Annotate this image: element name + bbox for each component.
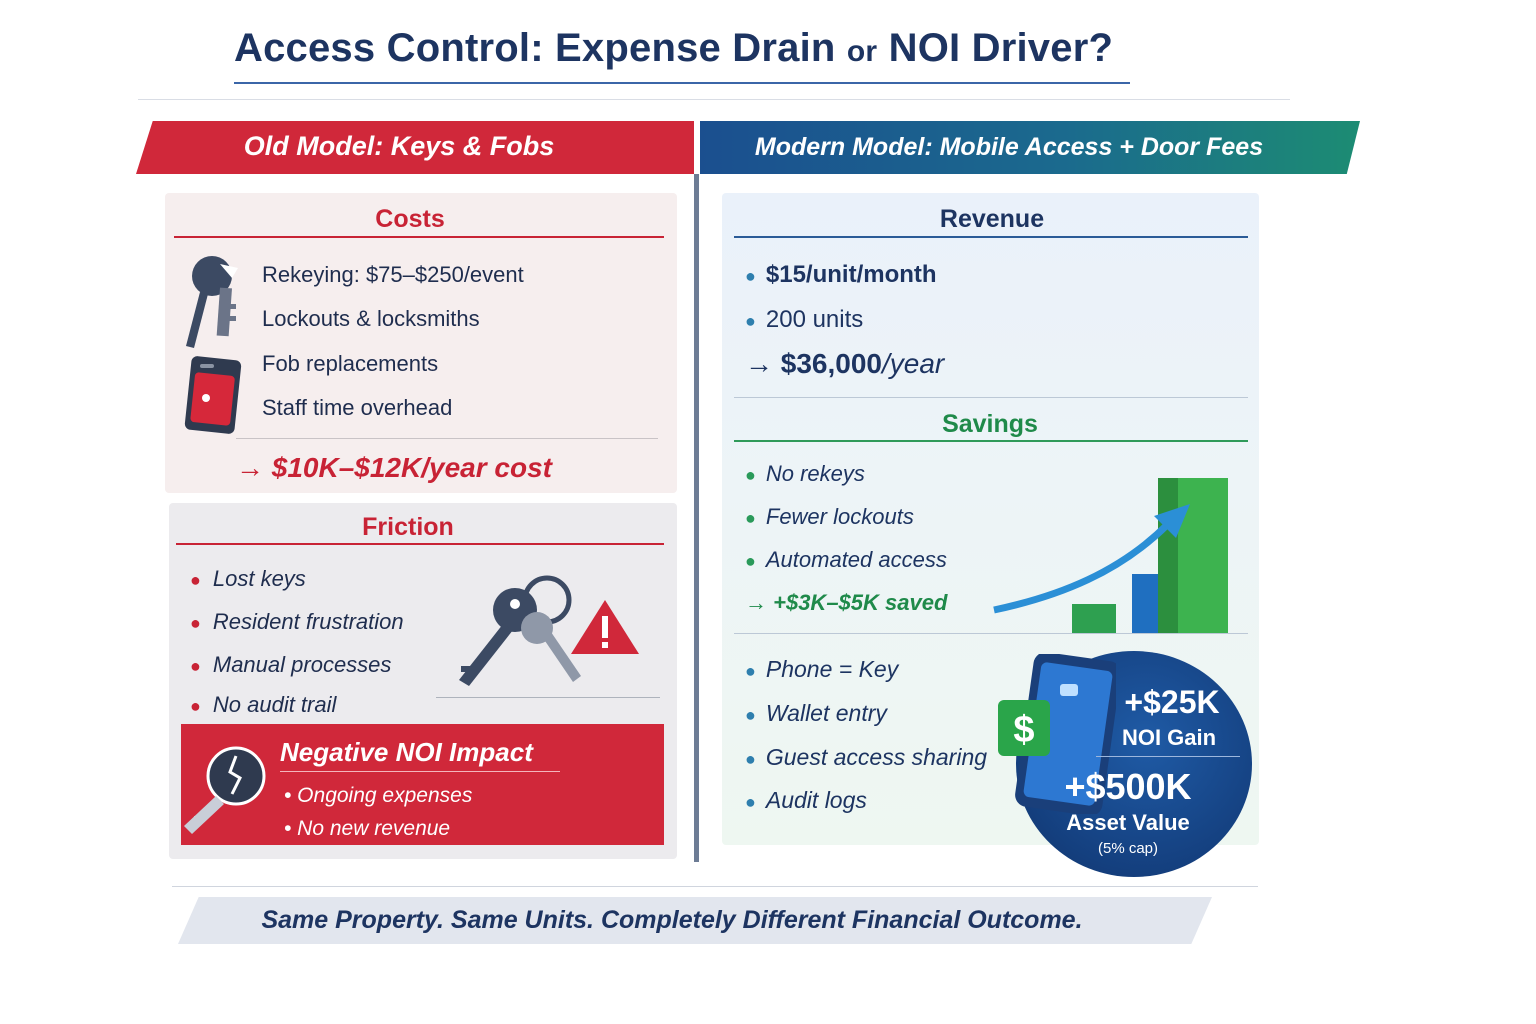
- title-end: NOI Driver?: [888, 26, 1114, 70]
- savings-item: ● Fewer lockouts: [745, 504, 914, 529]
- revenue-item: ● $15/unit/month: [745, 261, 937, 288]
- costs-title: Costs: [375, 205, 445, 233]
- old-model-header: [136, 121, 694, 174]
- friction-item: ● No audit trail: [190, 692, 337, 717]
- noi-title: Negative NOI Impact: [280, 737, 533, 767]
- cost-item-fob: Fob replacements: [262, 351, 439, 376]
- savings-title: Savings: [942, 410, 1038, 438]
- cost-item-rekeying: Rekeying: $75–$250/event: [262, 262, 524, 287]
- friction-item: ● Manual processes: [190, 652, 392, 677]
- bullet-icon: ●: [745, 508, 756, 528]
- dollar-icon: $: [1013, 709, 1034, 751]
- bullet-icon: ●: [745, 266, 756, 286]
- savings-divider: [734, 633, 1248, 634]
- footer-banner: [178, 897, 1212, 944]
- revenue-rule: [734, 236, 1248, 238]
- noi-item-expenses: • Ongoing expenses: [284, 784, 473, 807]
- costs-panel: [165, 193, 677, 493]
- bullet-icon: ●: [190, 696, 201, 716]
- fob-icon: [184, 356, 242, 434]
- savings-item: ● Automated access: [745, 547, 947, 572]
- asset-value: +$500K: [1064, 766, 1192, 807]
- keyring-icon: [459, 575, 639, 686]
- bullet-icon: ●: [190, 613, 201, 633]
- friction-item: ● Resident frustration: [190, 609, 404, 634]
- bottom-divider: [172, 886, 1258, 887]
- friction-divider: [436, 697, 660, 698]
- bullet-icon: ●: [745, 311, 756, 331]
- bullet-icon: ●: [745, 551, 756, 571]
- arrow-icon: →: [745, 348, 773, 379]
- title-or: or: [846, 35, 878, 68]
- bullet-icon: ●: [190, 656, 201, 676]
- revenue-title: Revenue: [939, 205, 1045, 233]
- cost-item-staff: Staff time overhead: [262, 395, 453, 420]
- page-title: Access Control: Expense Drain or NOI Dri…: [234, 26, 1113, 71]
- asset-value-label: Asset Value: [1066, 810, 1190, 835]
- modern-model-header: [700, 121, 1360, 174]
- feature-item: ● Audit logs: [745, 787, 867, 813]
- bullet-icon: ●: [745, 749, 756, 769]
- costs-rule: [174, 236, 664, 238]
- old-model-header-label: Old Model: Keys & Fobs: [243, 131, 555, 161]
- feature-item: ● Wallet entry: [745, 700, 887, 726]
- bullet-icon: ●: [190, 570, 201, 590]
- noi-gain-label: NOI Gain: [1121, 725, 1217, 750]
- savings-total: → +$3K–$5K saved: [745, 590, 948, 615]
- badge-rule: [1096, 756, 1240, 757]
- bullet-icon: ●: [745, 465, 756, 485]
- cost-total: → $10K–$12K/year cost: [236, 452, 552, 483]
- noi-item-revenue: • No new revenue: [284, 817, 451, 840]
- costs-divider: [236, 438, 658, 439]
- key-icon: [186, 256, 238, 348]
- phone-icon: $: [998, 654, 1116, 814]
- cost-item-lockouts: Lockouts & locksmiths: [262, 306, 480, 331]
- savings-rule: [734, 440, 1248, 442]
- savings-item: ● No rekeys: [745, 461, 865, 486]
- bullet-icon: ●: [745, 661, 756, 681]
- revenue-divider: [734, 397, 1248, 398]
- title-main: Access Control: Expense Drain: [234, 26, 836, 70]
- top-divider: [138, 99, 1290, 100]
- growth-chart-icon: [993, 478, 1228, 634]
- feature-item: ● Guest access sharing: [745, 744, 988, 770]
- noi-gain-value: +$25K: [1124, 684, 1220, 720]
- cap-rate-note: (5% cap): [1097, 840, 1159, 857]
- modern-model-header-label: Modern Model: Mobile Access + Door Fees: [754, 133, 1264, 161]
- noi-rule: [280, 771, 560, 772]
- bullet-icon: ●: [745, 792, 756, 812]
- title-underline: [234, 82, 1130, 84]
- bullet-icon: ●: [745, 705, 756, 725]
- friction-title: Friction: [362, 513, 454, 541]
- friction-rule: [176, 543, 664, 545]
- revenue-total: → $36,000/year: [745, 348, 945, 379]
- feature-item: ● Phone = Key: [745, 656, 899, 682]
- footer-text: Same Property. Same Units. Completely Di…: [261, 906, 1083, 934]
- broken-key-icon: [184, 746, 266, 834]
- center-divider: [694, 174, 699, 862]
- friction-item: ● Lost keys: [190, 566, 306, 591]
- revenue-item: ● 200 units: [745, 306, 864, 333]
